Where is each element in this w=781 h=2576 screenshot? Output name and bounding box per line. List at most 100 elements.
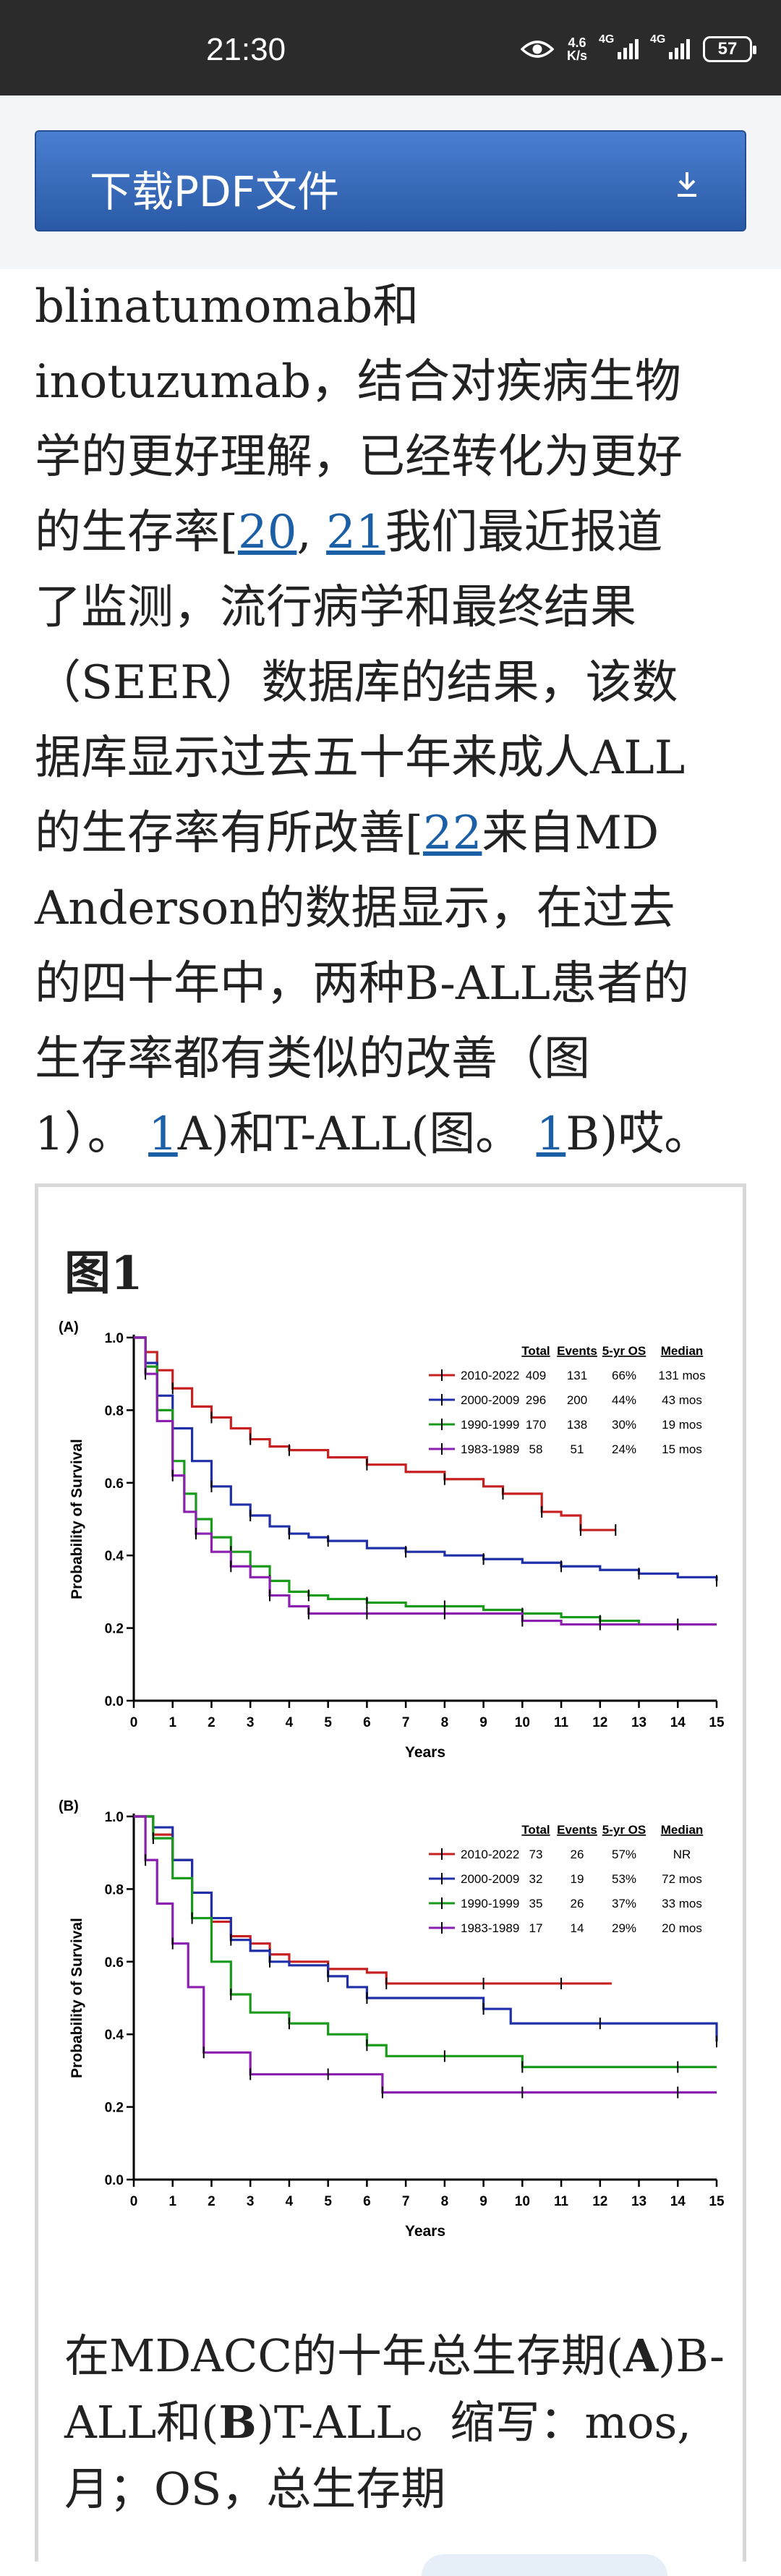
y-tick-label: 1.0 <box>105 1331 124 1346</box>
legend-series-name: 1990-1999 <box>461 1897 519 1910</box>
y-tick-label: 0.4 <box>105 2028 124 2043</box>
net-speed-unit: K/s <box>566 48 587 63</box>
body-text: 来自MD <box>482 807 660 860</box>
legend-cell: 15 mos <box>662 1442 702 1456</box>
body-line: Anderson的数据显示，在过去 <box>35 882 675 935</box>
body-line: 了监测，流行病学和最终结果 <box>35 581 636 634</box>
survival-chart-a[interactable]: (A)0.00.20.40.60.81.00 1 2 3 4 5 6 7 8 9 10 11 12 13 1… <box>53 1317 740 1795</box>
caption-text: 月；OS，总生存期 <box>64 2462 446 2515</box>
body-line: 生存率都有类似的改善（图 <box>35 1032 590 1086</box>
body-line: 学的更好理解，已经转化为更好 <box>35 430 683 484</box>
x-tick-label: 8 <box>441 2194 449 2209</box>
download-pdf-button[interactable]: 下载PDF文件 <box>35 130 746 231</box>
legend-cell: 35 <box>529 1897 543 1910</box>
x-tick-label: 15 <box>709 2194 725 2209</box>
legend-cell: 131 mos <box>658 1369 705 1382</box>
net-speed-value: 4.6 <box>568 35 586 50</box>
figure-box: 图1 (A) 0.0 0.2 0.4 0.6 0.8 1.0 0 1 2 3 4 5 6 7 8 9 10 11 12… <box>35 1183 746 2576</box>
survival-chart-b[interactable]: (B)0.00.20.40.60.81.00 1 2 3 4 5 6 7 8 9 10 11 12 13 1… <box>53 1796 740 2274</box>
x-tick-label: 0 <box>130 2194 138 2209</box>
survival-curve-1983-1989 <box>134 1336 717 1626</box>
body-line: blinatumomab和 <box>35 280 419 333</box>
body-line: inotuzumab，结合对疾病生物 <box>35 355 681 409</box>
caption-bold-a: A <box>623 2329 659 2382</box>
legend-cell: 17 <box>529 1921 543 1935</box>
x-tick-label: 9 <box>479 1715 487 1730</box>
legend-cell: 30% <box>612 1418 636 1432</box>
body-line: 的生存率有所改善[22来自MD <box>35 796 751 871</box>
x-tick-label: 2 <box>208 2194 215 2209</box>
x-tick-label: 10 <box>515 2194 530 2209</box>
legend-header: Median <box>661 1344 704 1358</box>
y-axis-title: Probability of Survival <box>69 1439 85 1599</box>
legend-cell: 200 <box>567 1393 587 1407</box>
legend-header: Median <box>661 1823 704 1837</box>
x-tick-label: 13 <box>631 2194 646 2209</box>
legend-series-name: 2000-2009 <box>461 1872 519 1886</box>
legend-cell: 29% <box>612 1921 636 1935</box>
signal-type-label-2: 4G <box>650 33 666 46</box>
figure-title: 图1 <box>64 1246 143 1301</box>
body-line: 的生存率[20, 21我们最近报道 <box>35 495 751 570</box>
legend-cell: 37% <box>612 1897 636 1910</box>
legend-cell: 26 <box>571 1897 584 1910</box>
y-tick-label: 0.0 <box>105 1694 124 1709</box>
x-tick-label: 7 <box>402 2194 410 2209</box>
panel-label: (A) <box>59 1319 79 1335</box>
body-text: A)和T-ALL(图。 <box>177 1108 537 1161</box>
figure-link-1a[interactable]: 1 <box>148 1108 178 1161</box>
legend-cell: 131 <box>567 1369 587 1382</box>
legend-cell: 66% <box>612 1369 636 1382</box>
legend-cell: 26 <box>571 1848 584 1861</box>
caption-text: )T-ALL。缩写：mos, <box>256 2396 691 2449</box>
y-tick-label: 1.0 <box>105 1810 124 1825</box>
legend-cell: 170 <box>526 1418 546 1432</box>
x-tick-label: 7 <box>402 1715 410 1730</box>
legend-cell: 73 <box>529 1848 543 1861</box>
x-tick-label: 13 <box>631 1715 646 1730</box>
net-speed: 4.6 K/s <box>567 36 587 62</box>
survival-curve-2010-2022 <box>134 1336 616 1531</box>
figure-link-1b[interactable]: 1 <box>536 1108 566 1161</box>
x-tick-label: 2 <box>208 1715 215 1730</box>
ref-link-20[interactable]: 20 <box>237 506 297 559</box>
body-text: 的生存率有所改善[ <box>35 807 423 860</box>
figure-caption: 在MDACC的十年总生存期(A)B- ALL和(B)T-ALL。缩写：mos, … <box>64 2323 730 2522</box>
x-axis-title: Years <box>405 1744 445 1761</box>
legend-cell: 24% <box>612 1442 636 1456</box>
ref-link-21[interactable]: 21 <box>326 506 385 559</box>
body-text: 1）。 <box>35 1108 149 1161</box>
legend-series-name: 1983-1989 <box>461 1442 519 1456</box>
panel-label: (B) <box>59 1798 79 1814</box>
download-pdf-label: 下载PDF文件 <box>90 167 339 216</box>
survival-curve-1990-1999 <box>134 1336 717 1626</box>
x-axis-title: Years <box>405 2223 445 2240</box>
legend-cell: 43 mos <box>662 1393 702 1407</box>
y-tick-label: 0.2 <box>105 1622 124 1637</box>
x-tick-label: 11 <box>554 2194 569 2209</box>
x-tick-label: 6 <box>363 2194 371 2209</box>
x-tick-label: 11 <box>554 1715 569 1730</box>
signal-icon: 4G <box>599 33 639 59</box>
legend-header: 5-yr OS <box>602 1823 646 1837</box>
ref-link-22[interactable]: 22 <box>422 807 482 860</box>
status-icons: 4.6 K/s 4G 4G 57 <box>520 33 756 62</box>
legend-series-name: 1983-1989 <box>461 1921 519 1935</box>
y-tick-label: 0.8 <box>105 1882 124 1897</box>
x-tick-label: 6 <box>363 1715 371 1730</box>
status-bar: 21:30 4.6 K/s 4G 4G 57 <box>0 0 781 95</box>
signal-icon-2: 4G <box>650 33 690 59</box>
signal-type-label: 4G <box>599 33 615 46</box>
y-tick-label: 0.6 <box>105 1955 124 1971</box>
legend-series-name: 2010-2022 <box>461 1848 519 1861</box>
legend-cell: 138 <box>567 1418 587 1432</box>
legend-series-name: 2000-2009 <box>461 1393 519 1407</box>
legend-cell: 19 mos <box>662 1418 702 1432</box>
legend-header: Total <box>521 1344 550 1358</box>
body-line: 的四十年中，两种B-ALL患者的 <box>35 957 690 1011</box>
body-line: 1）。 1A)和T-ALL(图。 1B)哎。 <box>35 1097 751 1172</box>
y-tick-label: 0.4 <box>105 1549 124 1564</box>
next-button-edge[interactable] <box>422 2554 667 2576</box>
x-tick-label: 4 <box>286 2194 294 2209</box>
caption-bold-b: B <box>218 2396 257 2449</box>
